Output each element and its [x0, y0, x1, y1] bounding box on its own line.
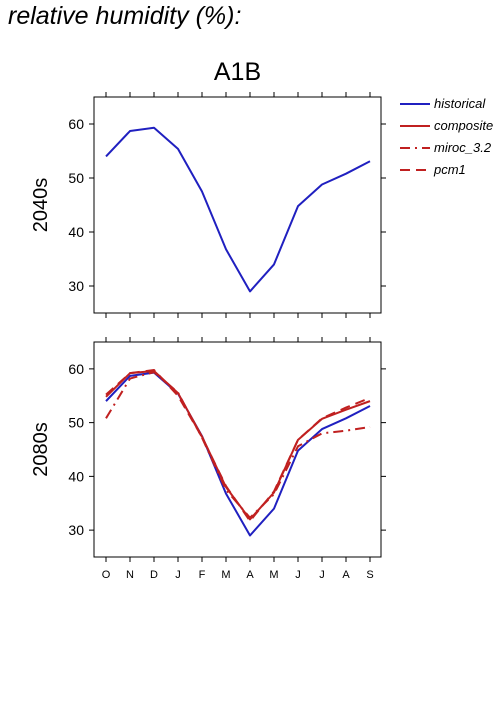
chart-title: A1B	[214, 58, 261, 86]
x-tick-label: A	[246, 569, 254, 581]
x-tick-label: D	[150, 569, 158, 581]
panel-frame-2040s	[93, 96, 382, 314]
legend-label-composite: composite	[434, 118, 494, 133]
x-tick-label: J	[175, 569, 181, 581]
legend-line-pcm1	[400, 169, 430, 171]
series-line-historical	[105, 371, 371, 537]
y-tick-label: 30	[68, 522, 84, 538]
x-tick-label: N	[126, 569, 134, 581]
series-line-composite	[105, 370, 371, 521]
legend: historical composite miroc_3.2 pcm1	[400, 96, 501, 184]
panel-label-2040s: 2040s	[30, 178, 52, 233]
x-tick-label: O	[102, 569, 111, 581]
legend-item-composite: composite	[400, 118, 501, 140]
legend-line-historical	[400, 103, 430, 105]
x-tick-label: F	[199, 569, 206, 581]
legend-item-historical: historical	[400, 96, 501, 118]
legend-label-historical: historical	[434, 96, 486, 111]
legend-item-miroc: miroc_3.2	[400, 140, 501, 162]
x-tick-label: J	[295, 569, 301, 581]
y-tick-label: 50	[68, 415, 84, 431]
series-line-miroc_3.2	[105, 371, 371, 519]
y-tick-label: 50	[68, 170, 84, 186]
y-tick-label: 40	[68, 468, 84, 484]
legend-line-miroc	[400, 147, 430, 149]
y-tick-label: 40	[68, 224, 84, 240]
series-line-pcm1	[105, 368, 371, 522]
y-tick-label: 60	[68, 361, 84, 377]
legend-line-composite	[400, 125, 430, 127]
x-tick-label: M	[221, 569, 230, 581]
panel-label-2080s: 2080s	[30, 422, 52, 477]
x-tick-label: M	[269, 569, 278, 581]
legend-item-pcm1: pcm1	[400, 162, 501, 184]
x-tick-label: A	[342, 569, 350, 581]
page-title: relative humidity (%):	[8, 2, 242, 30]
y-tick-label: 60	[68, 116, 84, 132]
x-tick-label: J	[319, 569, 325, 581]
panel-frame-2080s	[93, 341, 382, 558]
legend-label-miroc: miroc_3.2	[434, 140, 492, 155]
series-line-historical	[105, 126, 371, 293]
x-tick-label: S	[366, 569, 373, 581]
y-tick-label: 30	[68, 278, 84, 294]
legend-label-pcm1: pcm1	[434, 162, 466, 177]
